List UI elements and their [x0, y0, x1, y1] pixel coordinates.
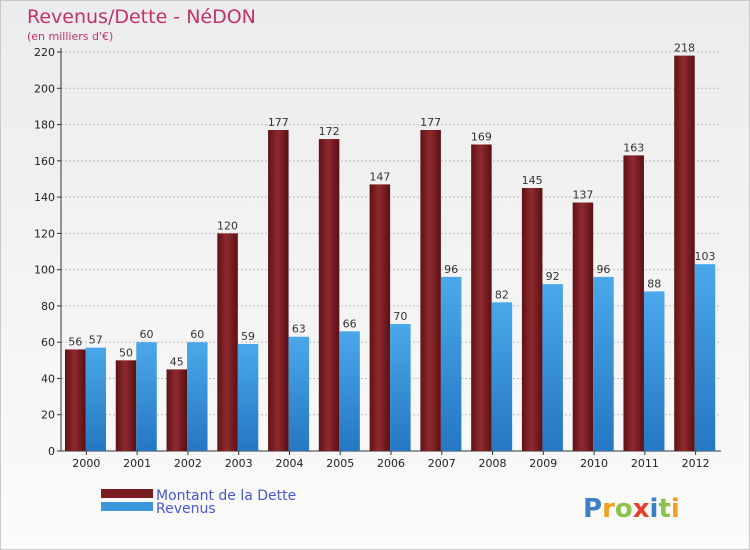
y-tick-label: 40 — [41, 372, 55, 385]
bars: 56 57 50 60 45 60 120 59 177 63 172 66 147 70 177 96 169… — [65, 42, 716, 452]
x-tick-label: 2005 — [326, 457, 354, 470]
revenue-bar — [694, 264, 716, 451]
revenue-bar-value-label: 96 — [444, 263, 458, 276]
logo-letter: t — [658, 494, 670, 524]
logo-text: Proxiti — [583, 494, 680, 524]
debt-bar-value-label: 120 — [217, 219, 238, 232]
debt-bar-value-label: 169 — [471, 130, 492, 143]
logo-letter: i — [650, 494, 659, 524]
y-tick-label: 200 — [34, 82, 55, 95]
debt-bar — [471, 144, 492, 451]
revenue-bar — [542, 284, 563, 451]
y-tick-label: 60 — [41, 336, 55, 349]
debt-bar-value-label: 172 — [319, 125, 340, 138]
x-tick-label: 2012 — [682, 457, 710, 470]
logo-letter: P — [583, 494, 602, 524]
revenue-bar — [187, 342, 208, 451]
debt-bar — [623, 155, 644, 452]
y-tick-label: 80 — [41, 300, 55, 313]
x-tick-label: 2011 — [631, 457, 659, 470]
y-tick-label: 160 — [34, 155, 55, 168]
debt-bar-value-label: 147 — [369, 170, 390, 183]
revenue-bar-value-label: 70 — [393, 310, 407, 323]
x-tick-label: 2001 — [123, 457, 151, 470]
debt-bar-value-label: 137 — [572, 189, 593, 202]
revenue-bar — [237, 343, 259, 451]
x-tick-label: 2004 — [275, 457, 303, 470]
revenue-bar-value-label: 59 — [241, 330, 255, 343]
x-tick-label: 2008 — [479, 457, 507, 470]
x-tick-label: 2002 — [174, 457, 202, 470]
y-tick-label: 120 — [34, 227, 55, 240]
revenue-bar-legend-swatch — [101, 502, 153, 511]
revenue-bar-value-label: 60 — [190, 328, 204, 341]
debt-bar-value-label: 56 — [68, 335, 82, 348]
debt-bar — [674, 55, 695, 452]
debt-bar-value-label: 145 — [522, 174, 543, 187]
revenue-bar-value-label: 66 — [343, 317, 357, 330]
chart-subtitle: (en milliers d'€) — [27, 30, 113, 43]
revenue-bar-value-label: 60 — [140, 328, 154, 341]
revenue-bar-value-label: 96 — [596, 263, 610, 276]
debt-bar — [420, 129, 441, 451]
debt-bar-legend-label: Montant de la Dette — [156, 488, 296, 504]
debt-bar-value-label: 177 — [268, 116, 289, 129]
debt-bar-value-label: 45 — [170, 355, 184, 368]
revenue-bar-value-label: 88 — [647, 277, 661, 290]
debt-bar — [65, 349, 86, 451]
revenue-bar — [593, 276, 614, 451]
revenue-bar — [339, 331, 360, 451]
debt-bar-value-label: 218 — [674, 42, 695, 55]
y-tick-label: 20 — [41, 409, 55, 422]
debt-bar — [268, 129, 289, 451]
debt-bar — [369, 184, 391, 452]
debt-bar-value-label: 50 — [119, 346, 133, 359]
revenue-bar — [643, 291, 665, 451]
y-tick-label: 220 — [34, 46, 55, 59]
revenue-bar-legend-label: Revenus — [156, 501, 216, 517]
debt-bar-legend-swatch — [101, 489, 153, 498]
revenue-bar-value-label: 82 — [495, 288, 509, 301]
logo-letter: i — [671, 494, 680, 524]
revenue-bar — [390, 324, 411, 451]
x-tick-label: 2000 — [72, 457, 100, 470]
revenue-bar — [85, 347, 106, 451]
revenue-bar — [288, 336, 310, 451]
chart-title: Revenus/Dette - NéDON — [27, 6, 256, 28]
revenue-bar-value-label: 92 — [546, 270, 560, 283]
revenue-bar — [136, 342, 157, 451]
y-tick-label: 140 — [34, 191, 55, 204]
debt-bar — [521, 188, 543, 452]
proxiti-logo: Proxiti — [583, 494, 680, 524]
x-tick-label: 2003 — [225, 457, 253, 470]
x-tick-label: 2010 — [580, 457, 608, 470]
debt-bar-value-label: 177 — [420, 116, 441, 129]
debt-bar — [115, 360, 137, 451]
debt-bar — [166, 369, 188, 451]
revenue-bar-value-label: 63 — [292, 323, 306, 336]
logo-letter: x — [633, 494, 650, 524]
logo-letter: o — [615, 494, 633, 524]
y-axis-ticks: 0 20 40 60 80 100 120 140 160 180 200 220 — [34, 46, 61, 458]
revenue-bar-value-label: 103 — [694, 250, 715, 263]
y-tick-label: 180 — [34, 119, 55, 132]
revenue-bar — [440, 276, 462, 451]
x-tick-label: 2006 — [377, 457, 405, 470]
revenue-bar — [491, 302, 513, 451]
revenue-bar-value-label: 57 — [89, 334, 103, 347]
y-tick-label: 100 — [34, 264, 55, 277]
logo-letter: r — [602, 494, 615, 524]
x-tick-label: 2009 — [529, 457, 557, 470]
debt-bar — [318, 139, 340, 451]
debt-bar — [572, 202, 594, 451]
x-axis-ticks: 2000 2001 2002 2003 2004 2005 2006 2007 2008 2009… — [72, 451, 710, 470]
debt-bar — [217, 233, 238, 451]
x-tick-label: 2007 — [428, 457, 456, 470]
y-tick-label: 0 — [48, 445, 55, 458]
debt-bar-value-label: 163 — [623, 141, 644, 154]
